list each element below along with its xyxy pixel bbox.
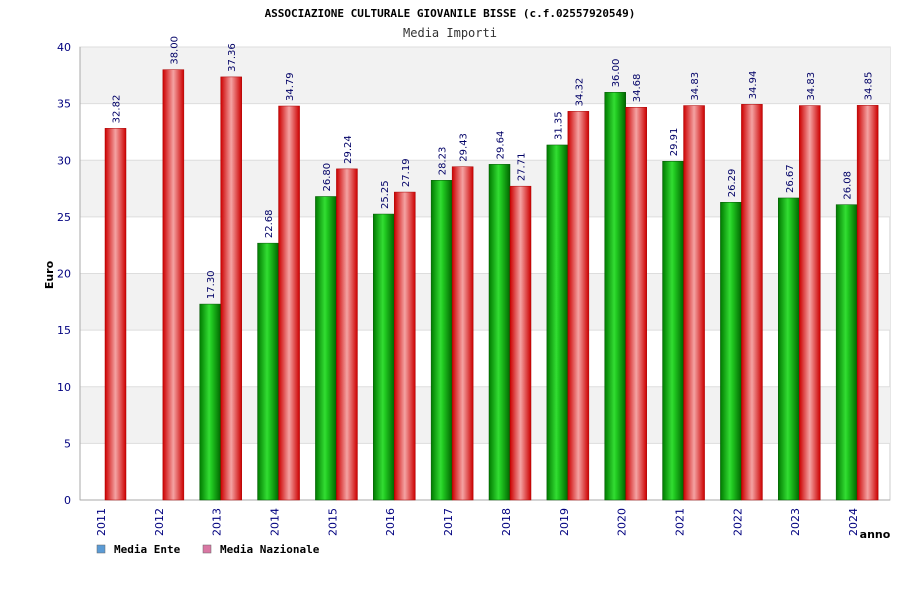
chart-title: ASSOCIAZIONE CULTURALE GIOVANILE BISSE (…: [265, 7, 636, 20]
value-label: 34.85: [864, 72, 875, 101]
value-label: 32.82: [112, 95, 123, 124]
bar-media-ente-2020: [604, 92, 626, 501]
x-tick-label: 2018: [500, 508, 513, 536]
x-tick-label: 2013: [211, 508, 224, 536]
value-label: 29.64: [496, 131, 507, 160]
bar-media-ente-2021: [662, 161, 684, 501]
bar-media-ente-2022: [720, 202, 742, 501]
bar-media-ente-2016: [373, 213, 395, 501]
legend-entry: Media Ente: [114, 543, 181, 556]
bar-media-ente-2024: [835, 204, 858, 501]
bar-media-ente-2023: [778, 197, 800, 501]
bar-media-nazionale-2013: [220, 76, 242, 501]
value-label: 34.32: [574, 78, 585, 107]
value-label: 22.68: [264, 210, 275, 239]
bar-media-nazionale-2017: [451, 166, 474, 501]
bar-media-nazionale-2014: [278, 105, 300, 501]
value-label: 26.29: [727, 169, 738, 198]
chart-subtitle: Media Importi: [403, 26, 497, 40]
y-tick-label: 0: [64, 494, 71, 507]
bar-media-nazionale-2016: [394, 191, 416, 501]
bar-media-ente-2014: [257, 242, 279, 501]
y-tick-label: 25: [57, 211, 71, 224]
value-label: 17.30: [206, 270, 217, 299]
value-label: 28.23: [438, 147, 449, 176]
y-tick-label: 15: [57, 324, 71, 337]
value-label: 34.79: [285, 72, 296, 101]
bar-media-nazionale-2019: [567, 111, 590, 501]
bar-media-ente-2018: [488, 164, 511, 501]
bar-media-ente-2019: [546, 144, 569, 501]
bar-media-nazionale-2011: [104, 128, 127, 501]
x-tick-label: 2019: [558, 508, 571, 536]
legend-entry: Media Nazionale: [220, 543, 320, 556]
value-label: 34.83: [690, 72, 701, 101]
y-tick-label: 20: [57, 268, 71, 281]
value-labels: 32.82 38.00 17.30 37.36 22.68 34.79 26.80 29.24…: [112, 36, 875, 299]
value-label: 26.08: [843, 171, 854, 200]
value-label: 34.68: [632, 74, 643, 103]
value-label: 36.00: [611, 59, 622, 88]
bar-media-nazionale-2022: [741, 104, 763, 501]
y-axis-label: Euro: [43, 260, 56, 289]
bars: [104, 69, 879, 501]
value-label: 29.43: [459, 133, 470, 162]
y-axis-ticks: 0 5 10 15 20 25 30 35 40: [57, 41, 71, 507]
bar-media-nazionale-2020: [625, 106, 647, 501]
x-tick-label: 2023: [789, 508, 802, 536]
value-label: 27.71: [517, 153, 528, 182]
value-label: 27.19: [401, 158, 412, 187]
bar-media-nazionale-2021: [683, 105, 705, 501]
y-tick-label: 5: [64, 437, 71, 450]
value-label: 31.35: [553, 111, 564, 140]
x-tick-label: 2020: [616, 508, 629, 536]
bar-media-ente-2013: [199, 303, 221, 501]
x-tick-label: 2017: [442, 508, 455, 536]
legend: Media Ente Media Nazionale: [96, 543, 320, 556]
x-tick-label: 2021: [674, 508, 687, 536]
legend-swatch: [96, 544, 106, 554]
bar-media-nazionale-2012: [162, 69, 185, 501]
y-tick-label: 35: [57, 98, 71, 111]
value-label: 38.00: [169, 36, 180, 65]
legend-swatch: [202, 544, 212, 554]
value-label: 34.94: [748, 71, 759, 100]
bar-media-ente-2015: [315, 196, 337, 501]
value-label: 29.24: [343, 135, 354, 164]
value-label: 26.80: [322, 163, 333, 192]
x-axis-ticks: 2011 2012 2013 2014 2015 2016 2017 2018 2019 2020…: [95, 508, 860, 536]
y-tick-label: 40: [57, 41, 71, 54]
value-label: 37.36: [227, 43, 238, 72]
grid-band: [80, 47, 890, 104]
x-tick-label: 2012: [153, 508, 166, 536]
y-tick-label: 10: [57, 381, 71, 394]
bar-media-nazionale-2023: [799, 105, 821, 501]
value-label: 29.91: [669, 128, 680, 157]
value-label: 26.67: [785, 164, 796, 193]
bar-media-nazionale-2018: [509, 185, 532, 501]
bar-media-ente-2017: [430, 180, 453, 501]
bar-media-nazionale-2015: [336, 168, 358, 501]
x-tick-label: 2014: [269, 508, 282, 536]
value-label: 34.83: [806, 72, 817, 101]
x-tick-label: 2016: [384, 508, 397, 536]
y-tick-label: 30: [57, 154, 71, 167]
x-tick-label: 2024: [847, 508, 860, 536]
x-tick-label: 2022: [731, 508, 744, 536]
x-axis-label: anno: [860, 528, 891, 541]
x-tick-label: 2011: [95, 508, 108, 536]
x-tick-label: 2015: [326, 508, 339, 536]
bar-media-nazionale-2024: [856, 105, 879, 501]
grid-band: [80, 160, 890, 217]
value-label: 25.25: [380, 180, 391, 209]
